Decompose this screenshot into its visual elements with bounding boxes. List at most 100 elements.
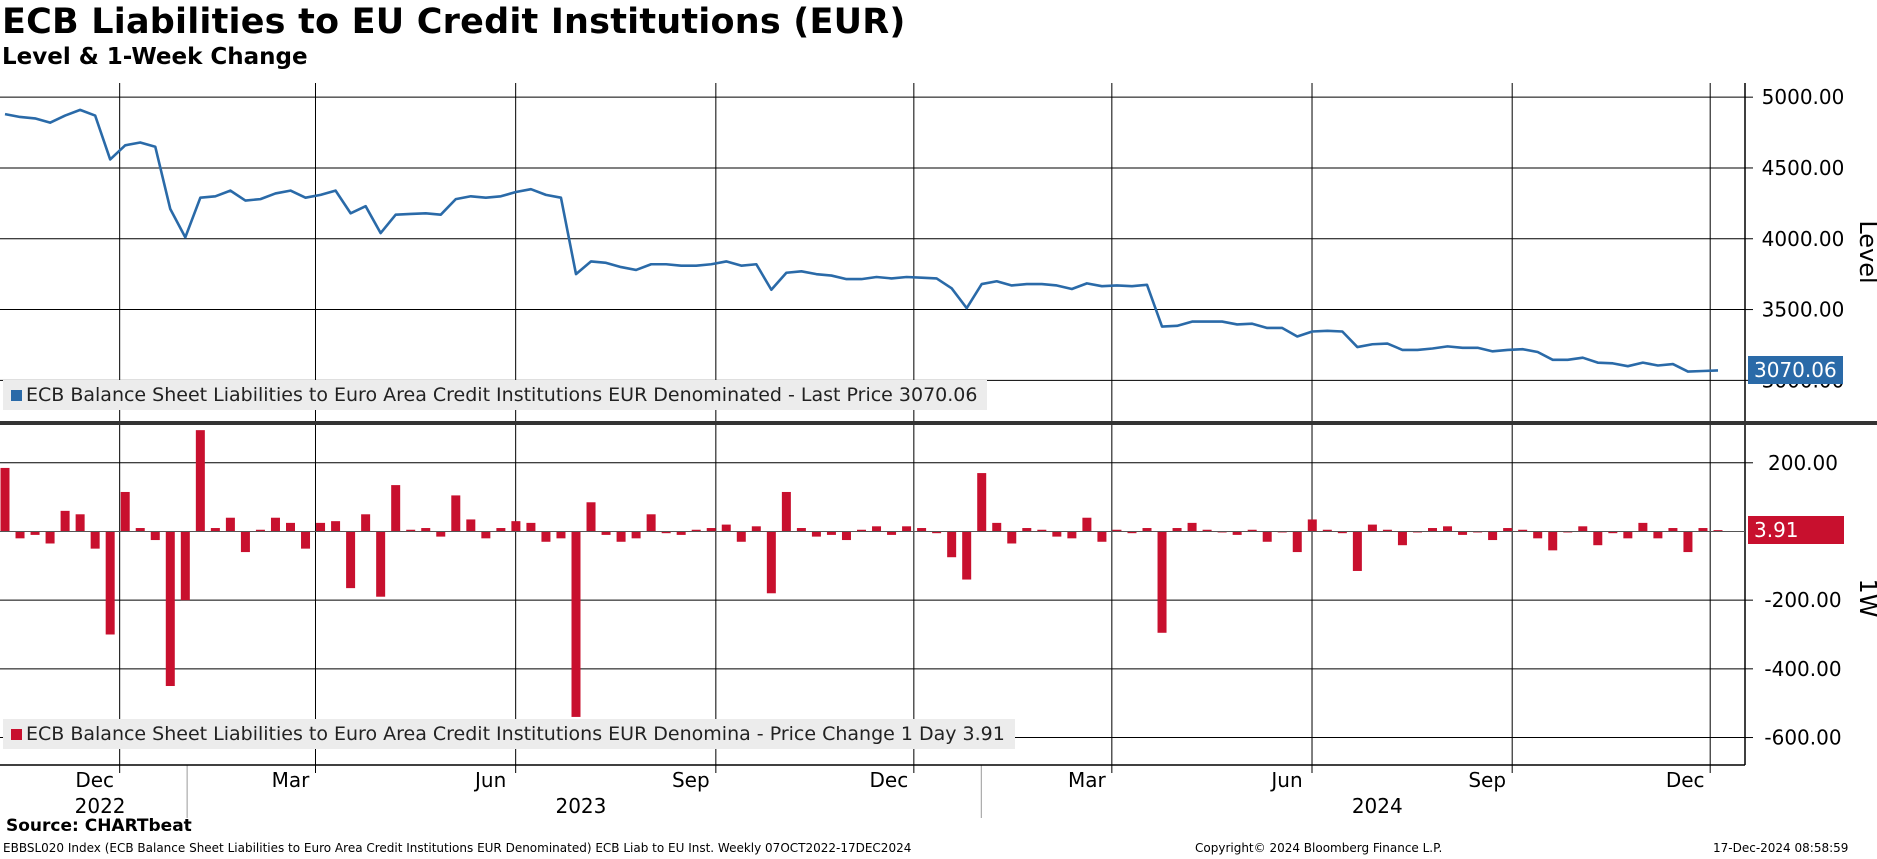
change-bar — [1503, 528, 1513, 532]
change-bar — [391, 485, 401, 532]
change-bar — [841, 531, 851, 541]
change-bar — [1322, 529, 1332, 532]
change-bar — [1653, 531, 1663, 539]
change-bar — [1187, 522, 1197, 532]
change-bar — [796, 528, 806, 532]
change-bar — [1367, 524, 1377, 532]
change-bar — [150, 531, 160, 541]
change-bar — [676, 531, 686, 535]
change-last-value-tag: 3.91 — [1748, 516, 1844, 545]
change-bar — [406, 529, 416, 532]
change-bar — [1292, 531, 1302, 553]
change-bar — [751, 526, 761, 532]
change-legend: ECB Balance Sheet Liabilities to Euro Ar… — [3, 719, 1015, 749]
change-legend-label: ECB Balance Sheet Liabilities to Euro Ar… — [26, 723, 1005, 745]
change-bar — [286, 522, 295, 532]
month-tick-label: Mar — [1068, 768, 1107, 792]
change-bar — [45, 531, 55, 544]
change-bar — [1713, 530, 1723, 532]
change-bar — [361, 514, 371, 532]
change-bar — [180, 531, 190, 601]
change-bar — [1698, 528, 1708, 532]
change-bar — [932, 531, 942, 534]
change-bar — [1337, 531, 1347, 534]
change-bar — [270, 517, 280, 532]
change-bar — [1623, 531, 1633, 539]
change-ytick-label: -200.00 — [1764, 588, 1841, 612]
change-bar — [120, 491, 130, 532]
change-ytick-label: -600.00 — [1764, 726, 1841, 750]
change-bar — [1382, 529, 1392, 532]
change-bar — [977, 473, 987, 532]
change-bar — [511, 521, 521, 532]
change-bar — [1443, 526, 1453, 532]
change-bar — [1683, 531, 1693, 553]
change-bar — [15, 531, 25, 539]
change-bar — [541, 531, 551, 542]
level-last-value-tag: 3070.06 — [1748, 356, 1843, 385]
change-bar — [691, 529, 701, 532]
index-description: EBBSL020 Index (ECB Balance Sheet Liabil… — [3, 841, 912, 855]
change-ytick-label: 200.00 — [1768, 451, 1838, 475]
change-bar — [706, 528, 716, 532]
change-bar — [316, 522, 326, 532]
level-legend-label: ECB Balance Sheet Liabilities to Euro Ar… — [26, 384, 978, 406]
change-legend-swatch — [11, 729, 22, 740]
change-bar — [1037, 529, 1047, 532]
chart-title: ECB Liabilities to EU Credit Institution… — [2, 2, 906, 42]
change-bar — [992, 522, 1002, 532]
change-bar — [421, 528, 431, 532]
level-ytick-label: 3500.00 — [1762, 298, 1845, 322]
change-bar — [631, 531, 641, 539]
change-bar — [571, 531, 581, 717]
change-bar — [90, 531, 100, 549]
change-bar — [135, 528, 145, 532]
month-tick-label: Sep — [1468, 768, 1506, 792]
copyright-note: Copyright© 2024 Bloomberg Finance L.P. — [1195, 841, 1443, 855]
change-bar — [1307, 519, 1317, 532]
change-bar — [436, 531, 446, 537]
change-bar — [30, 531, 40, 535]
change-bar — [586, 502, 596, 532]
month-tick-label: Mar — [272, 768, 311, 792]
month-tick-label: Sep — [672, 768, 710, 792]
level-ytick-label: 4000.00 — [1762, 227, 1845, 251]
change-bar — [1397, 531, 1407, 546]
panel-divider — [0, 421, 1877, 425]
change-bar — [857, 529, 866, 532]
change-bar — [736, 531, 746, 542]
change-bar — [1578, 526, 1588, 532]
change-bar — [331, 521, 341, 532]
change-bar — [451, 495, 461, 532]
change-bar — [646, 514, 656, 532]
change-bar — [496, 528, 506, 532]
change-bar — [225, 517, 235, 532]
change-bar — [1082, 517, 1092, 532]
change-bar — [1262, 531, 1272, 542]
month-tick-label: Jun — [1269, 768, 1302, 792]
change-bar — [1232, 531, 1242, 535]
change-bar — [526, 522, 536, 532]
change-bar — [1157, 531, 1167, 633]
change-bar — [962, 531, 972, 580]
level-legend: ECB Balance Sheet Liabilities to Euro Ar… — [3, 380, 988, 410]
change-bar — [1428, 528, 1437, 532]
change-bar — [210, 528, 220, 532]
change-bar — [902, 526, 912, 532]
change-bar — [1488, 531, 1498, 541]
month-tick-label: Dec — [1666, 768, 1705, 792]
change-bar — [781, 491, 791, 532]
change-bar — [872, 526, 882, 532]
month-tick-label: Dec — [75, 768, 114, 792]
change-bar — [826, 531, 836, 535]
change-bar — [1518, 529, 1528, 532]
timestamp: 17-Dec-2024 08:58:59 — [1713, 841, 1849, 855]
change-bar — [1202, 529, 1212, 532]
month-tick-label: Dec — [869, 768, 908, 792]
change-bar — [1533, 531, 1543, 539]
change-bar — [1352, 531, 1362, 571]
change-bar — [240, 531, 250, 553]
level-ytick-label: 4500.00 — [1762, 156, 1845, 180]
change-bar — [947, 531, 957, 558]
